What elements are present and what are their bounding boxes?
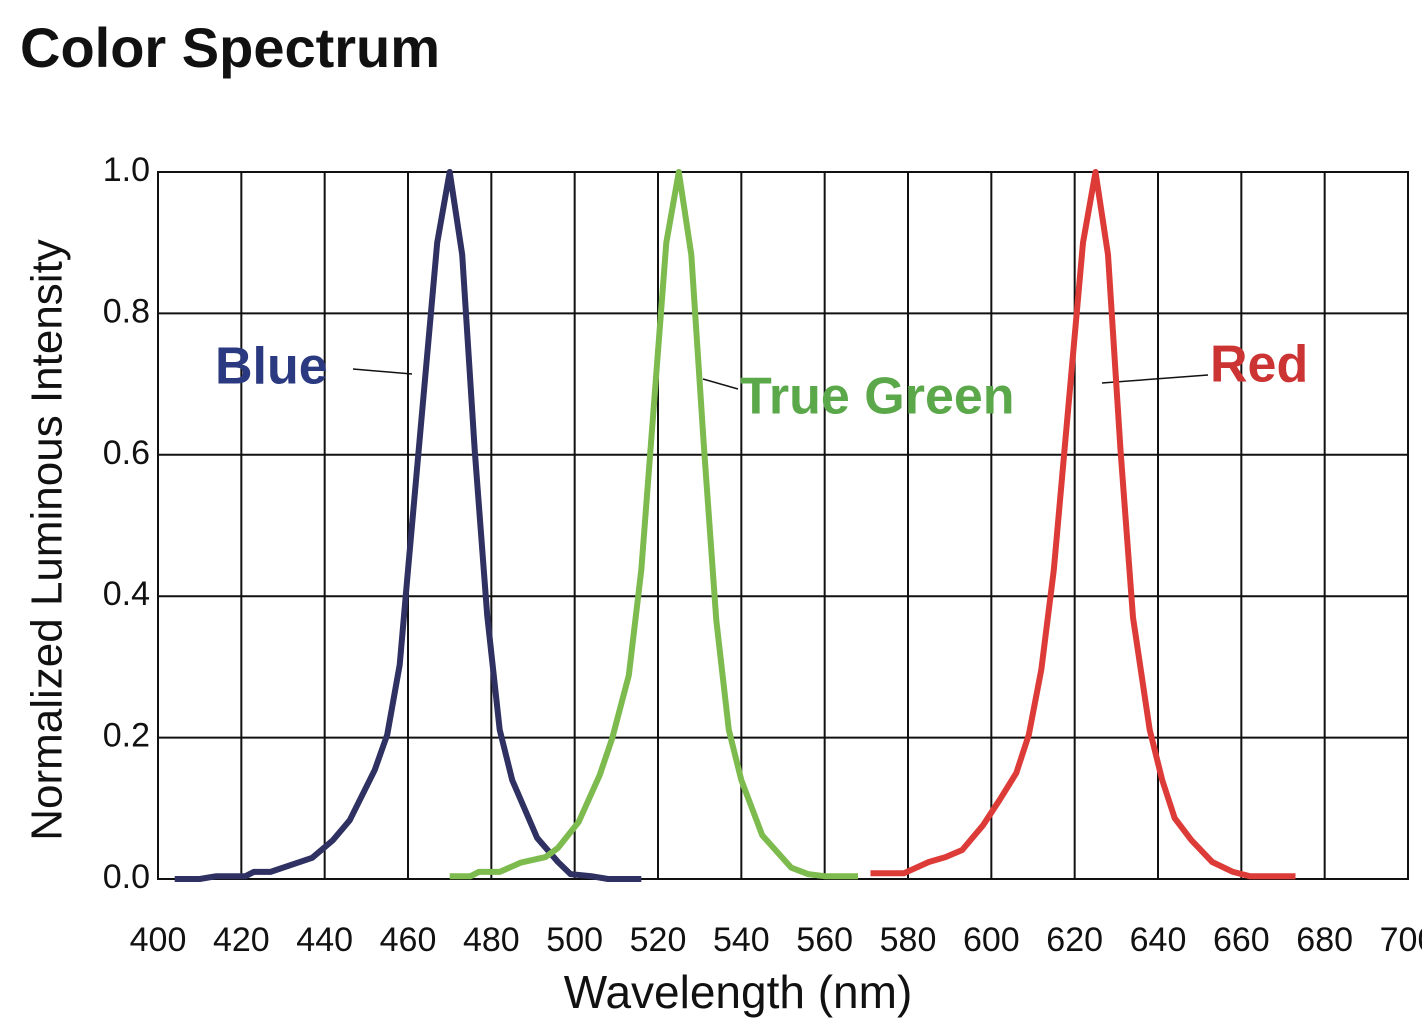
annotation: Blue [215,338,328,396]
chart-title: Color Spectrum [20,16,440,79]
x-tick-label: 460 [380,921,437,959]
x-tick-label: 480 [463,921,520,959]
x-tick-label: 560 [796,921,853,959]
y-tick-label: 0.0 [103,858,150,896]
x-tick-label: 420 [213,921,270,959]
y-tick-label: 0.2 [103,717,150,755]
x-tick-label: 680 [1296,921,1353,959]
x-tick-label: 500 [546,921,603,959]
y-tick-label: 0.8 [103,292,150,330]
series-line [870,169,1296,880]
y-tick-label: 0.4 [103,575,150,613]
x-tick-label: 540 [713,921,770,959]
annotation: Red [1210,336,1308,394]
series-line [449,169,858,880]
y-tick-label: 1.0 [103,151,150,189]
annotation: True Green [740,368,1015,426]
x-tick-label: 700 [1380,921,1422,959]
series-line [174,169,642,882]
x-tick-label: 660 [1213,921,1270,959]
x-tick-label: 520 [630,921,687,959]
x-tick-label: 580 [880,921,937,959]
y-axis-label: Normalized Luminous Intensity [23,239,72,841]
leader-line [352,368,413,375]
leader-line [1101,374,1209,384]
x-tick-label: 400 [130,921,187,959]
x-axis-label: Wavelength (nm) [564,966,913,1018]
x-tick-label: 600 [963,921,1020,959]
x-tick-label: 440 [296,921,353,959]
x-tick-label: 620 [1046,921,1103,959]
y-tick-label: 0.6 [103,434,150,472]
plot-border [157,171,1409,880]
x-tick-label: 640 [1130,921,1187,959]
leader-line [702,378,739,390]
